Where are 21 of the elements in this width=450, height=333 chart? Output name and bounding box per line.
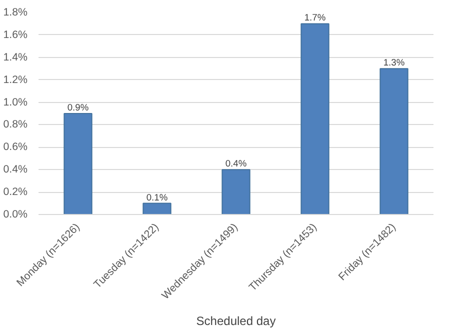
y-tick-label: 1.8% (3, 6, 28, 18)
y-tick-label: 0.8% (3, 118, 28, 131)
y-tick-label: 0.0% (3, 208, 28, 220)
data-label: 0.1% (146, 192, 168, 202)
data-label: 1.7% (304, 12, 326, 23)
y-tick-label: 1.0% (3, 96, 28, 108)
y-tick-label: 1.2% (3, 74, 28, 86)
bar (142, 202, 172, 214)
x-axis-title: Scheduled day (196, 314, 276, 328)
y-tick-label: 0.4% (3, 164, 28, 176)
y-tick-label: 0.2% (3, 186, 28, 198)
bar (300, 23, 330, 214)
bar (64, 113, 92, 214)
data-label: 0.4% (225, 158, 247, 169)
y-tick-label: 1.4% (3, 51, 28, 64)
data-label: 0.9% (67, 102, 89, 112)
data-label: 1.3% (383, 58, 405, 68)
bar (222, 169, 250, 214)
y-tick-label: 1.6% (3, 28, 28, 41)
bar (380, 68, 408, 214)
y-tick-label: 0.6% (3, 141, 28, 154)
